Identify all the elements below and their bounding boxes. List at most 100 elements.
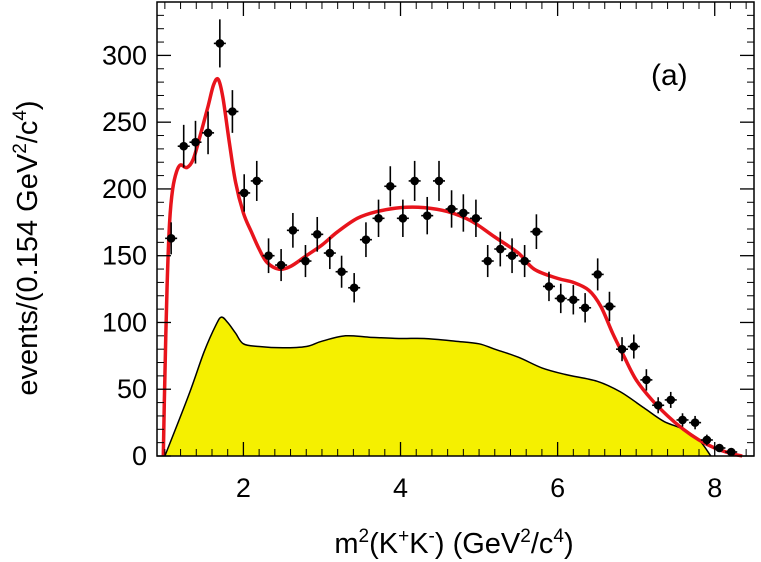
data-point	[275, 249, 288, 282]
data-marker	[580, 303, 590, 313]
data-marker	[569, 295, 578, 305]
data-point	[165, 222, 178, 255]
data-point	[323, 237, 336, 270]
data-marker	[179, 141, 189, 151]
data-point	[250, 160, 263, 201]
data-marker	[678, 415, 687, 425]
data-point	[177, 124, 190, 168]
data-marker	[483, 256, 493, 266]
data-point	[433, 160, 446, 201]
data-marker	[398, 214, 408, 223]
data-marker	[556, 294, 566, 303]
y-tick-label: 250	[102, 107, 147, 137]
data-marker	[726, 447, 736, 457]
data-point	[652, 397, 665, 414]
data-marker	[410, 176, 419, 186]
data-marker	[642, 375, 651, 385]
data-marker	[702, 435, 712, 445]
x-tick-label: 6	[550, 473, 565, 503]
x-tick-label: 4	[393, 473, 408, 503]
data-point	[518, 245, 531, 278]
plot-area: 0 50 100 150 200 250 300 2 4 6 8	[102, 1, 755, 503]
y-axis-title: events/(0.154 GeV2/c4)	[10, 100, 44, 395]
data-marker	[312, 230, 322, 239]
data-point	[396, 199, 409, 238]
data-marker	[544, 282, 554, 291]
data-point	[640, 369, 653, 391]
data-marker	[715, 443, 724, 453]
y-tick-label: 50	[117, 374, 147, 404]
data-marker	[386, 181, 395, 191]
data-marker	[228, 107, 237, 116]
data-point	[664, 391, 677, 408]
data-point	[202, 111, 215, 155]
data-marker	[495, 244, 505, 254]
data-point	[238, 174, 251, 212]
data-point	[506, 238, 519, 274]
data-point	[481, 245, 494, 278]
data-marker	[288, 226, 298, 235]
data-marker	[166, 234, 176, 243]
data-point	[542, 271, 555, 302]
data-point	[226, 90, 239, 133]
data-point	[299, 245, 312, 278]
data-marker	[520, 256, 529, 266]
data-marker	[239, 188, 249, 198]
data-marker	[191, 137, 200, 147]
data-point	[554, 283, 567, 314]
data-point	[348, 273, 361, 303]
data-marker	[264, 251, 273, 261]
data-marker	[337, 267, 346, 277]
data-point	[457, 194, 470, 232]
data-marker	[459, 208, 468, 218]
data-marker	[605, 302, 614, 311]
data-point	[189, 120, 202, 164]
background-outline	[164, 316, 712, 457]
data-point	[530, 214, 543, 250]
data-point	[689, 415, 702, 430]
data-point	[335, 255, 348, 288]
data-marker	[593, 270, 602, 279]
data-point	[725, 447, 738, 457]
data-point	[700, 434, 713, 446]
data-point	[494, 231, 507, 267]
data-marker	[361, 235, 371, 244]
x-axis-title: m2(K+K-) (GeV2/c4)	[334, 526, 573, 560]
panel-label: (a)	[651, 59, 688, 92]
data-point	[603, 291, 616, 322]
data-marker	[301, 256, 310, 266]
data-point	[421, 196, 434, 235]
y-tick-label: 0	[132, 441, 147, 471]
data-point	[567, 285, 580, 315]
data-marker	[507, 251, 517, 261]
data-point	[372, 199, 385, 238]
data-marker	[629, 342, 639, 351]
data-marker	[276, 260, 286, 270]
data-point	[591, 258, 604, 291]
data-marker	[617, 344, 627, 354]
y-tick-label: 100	[102, 307, 147, 337]
data-marker	[215, 39, 225, 48]
data-marker	[374, 214, 383, 223]
data-point	[616, 337, 629, 362]
data-point	[286, 212, 299, 248]
y-tick-label: 150	[102, 241, 147, 271]
data-marker	[203, 128, 213, 138]
data-point	[445, 190, 458, 228]
data-point	[359, 222, 372, 258]
data-point	[469, 199, 482, 238]
data-point	[262, 238, 275, 274]
fit-curve	[161, 76, 743, 458]
data-marker	[532, 227, 541, 236]
data-marker	[422, 211, 432, 220]
data-point	[213, 19, 226, 68]
data-marker	[666, 395, 676, 405]
data-point	[579, 293, 592, 323]
data-marker	[434, 176, 444, 186]
data-marker	[447, 204, 456, 214]
data-marker	[471, 214, 481, 223]
data-point	[384, 166, 397, 207]
data-point	[676, 413, 689, 427]
data-point	[311, 216, 324, 252]
